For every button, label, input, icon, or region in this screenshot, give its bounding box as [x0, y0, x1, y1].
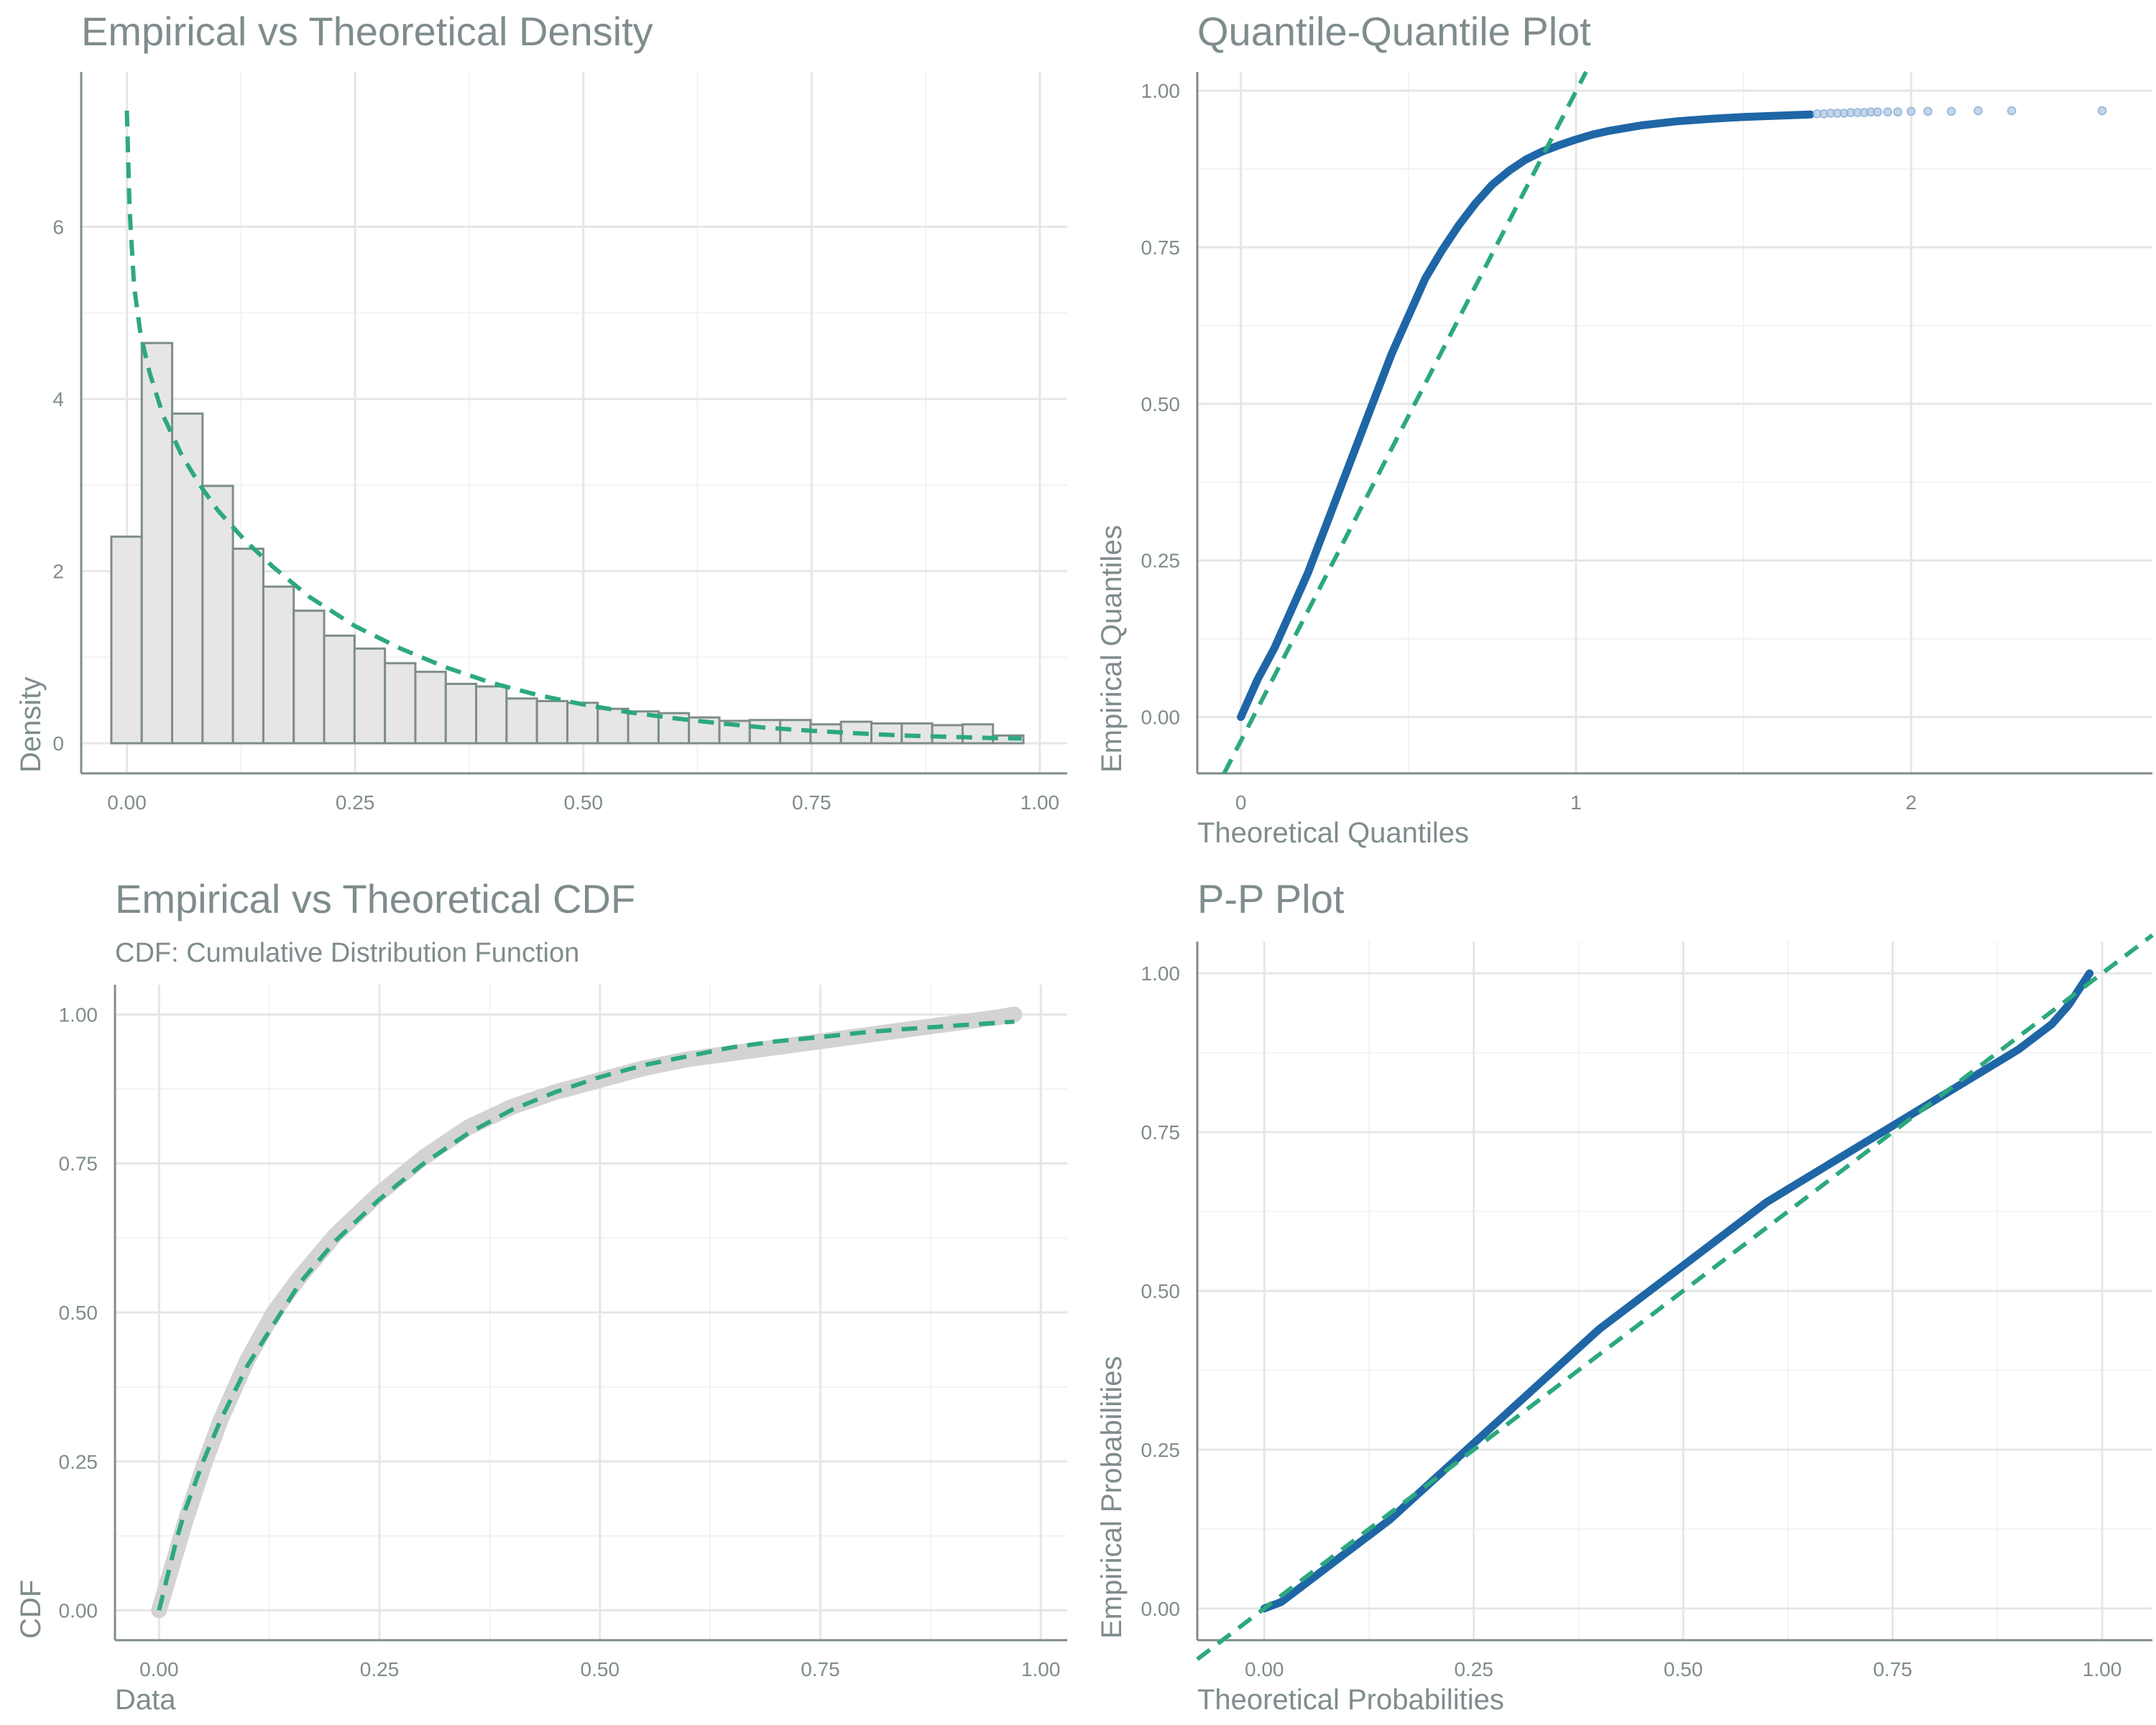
density-plot-area: 0.00 0.25 0.50 0.75 1.00 0 2 4 6 [52, 72, 1067, 814]
cdf-panel: Empirical vs Theoretical CDF CDF: Cumula… [15, 876, 1067, 1716]
density-panel: Empirical vs Theoretical Density 0.00 0.2… [15, 9, 1067, 814]
pp-ylabel: Empirical Probabilities [1096, 1356, 1128, 1639]
y-tick-label: 0.50 [1141, 1280, 1181, 1302]
quantile-point [1973, 106, 1983, 116]
y-tick-label: 4 [52, 388, 64, 410]
quantile-point [2097, 106, 2107, 116]
quantile-point [1923, 106, 1932, 116]
y-tick-label: 1.00 [1141, 80, 1181, 102]
histogram-bar [475, 685, 508, 745]
theoretical-cdf-line [157, 1019, 1015, 1611]
x-tick-label: 0.75 [801, 1658, 840, 1680]
quantile-point [1893, 107, 1902, 117]
histogram-bar [961, 723, 995, 745]
y-tick-label: 0.00 [1141, 1598, 1181, 1620]
qq-plot-area: 0 1 2 0.00 0.25 0.50 0.75 1.00 [1141, 70, 2152, 814]
histogram-bar [414, 671, 447, 745]
histogram-bar [596, 707, 630, 745]
y-tick-label: 0.50 [59, 1302, 98, 1324]
qq-title: Quantile-Quantile Plot [1197, 9, 1591, 54]
reference-line [1222, 70, 1588, 775]
x-tick-label: 0.00 [1245, 1658, 1284, 1680]
y-tick-label: 0.25 [1141, 550, 1181, 572]
qq-panel: Quantile-Quantile Plot 0 1 2 0.00 0.25 0.50 0.… [1096, 9, 2152, 849]
histogram-bar [444, 682, 478, 745]
reference-line [1196, 933, 2154, 1661]
x-tick-label: 0.00 [139, 1658, 179, 1680]
histogram-bar [931, 724, 964, 745]
cdf-xlabel: Data [115, 1684, 176, 1716]
histogram-bar [900, 722, 934, 745]
x-tick-label: 1.00 [1021, 791, 1060, 814]
histogram-bar [231, 547, 264, 745]
density-title: Empirical vs Theoretical Density [81, 9, 653, 54]
x-tick-label: 0.50 [1664, 1658, 1703, 1680]
qq-xlabel: Theoretical Quantiles [1197, 817, 1469, 849]
cdf-subtitle: CDF: Cumulative Distribution Function [115, 938, 579, 968]
theoretical-density-line [124, 110, 1022, 741]
quantile-point [2007, 106, 2017, 116]
histogram-bar [262, 585, 295, 745]
x-tick-label: 0.25 [336, 791, 375, 814]
histogram-bar [201, 484, 234, 745]
x-tick-label: 0.00 [107, 791, 147, 814]
empirical-probability-curve [1260, 969, 2094, 1613]
x-tick-label: 2 [1905, 791, 1917, 814]
x-tick-label: 0 [1235, 791, 1247, 814]
y-tick-label: 2 [52, 561, 64, 583]
pp-plot-area: 0.00 0.25 0.50 0.75 1.00 0.00 0.25 0.50 0.75 1.00 [1141, 933, 2154, 1680]
qq-ylabel: Empirical Quantiles [1096, 525, 1128, 773]
quantile-point [1873, 107, 1882, 117]
density-ylabel: Density [15, 677, 47, 773]
y-tick-label: 0.25 [59, 1450, 98, 1473]
x-tick-label: 0.25 [360, 1658, 400, 1680]
histogram-bar [292, 610, 326, 745]
histogram-bar [566, 702, 599, 745]
quantile-point [1946, 106, 1956, 116]
pp-title: P-P Plot [1197, 876, 1345, 921]
pp-panel: P-P Plot 0.00 0.25 0.50 0.75 1.00 0.00 0.25 0.5… [1096, 876, 2154, 1716]
x-tick-label: 0.50 [563, 791, 603, 814]
quantile-point [1907, 106, 1916, 116]
histogram-bar [505, 697, 538, 745]
y-tick-label: 0.75 [59, 1153, 98, 1175]
histogram-bar [384, 662, 417, 745]
histogram-bar [323, 634, 356, 745]
histogram-bar [353, 647, 387, 745]
cdf-plot-area: 0.00 0.25 0.50 0.75 1.00 0.00 0.25 0.50 0.75 1.00 [59, 985, 1067, 1680]
y-tick-label: 1.00 [59, 1003, 98, 1026]
x-tick-label: 1 [1570, 791, 1582, 814]
y-tick-label: 1.00 [1141, 962, 1181, 985]
cdf-ylabel: CDF [15, 1580, 47, 1639]
x-tick-label: 0.25 [1454, 1658, 1493, 1680]
x-tick-label: 0.50 [581, 1658, 620, 1680]
histogram-bar [748, 719, 782, 745]
y-tick-label: 0.25 [1141, 1439, 1181, 1461]
y-tick-label: 0.00 [59, 1600, 98, 1622]
y-tick-label: 0.00 [1141, 707, 1181, 729]
histogram-bar [110, 535, 143, 745]
x-tick-label: 1.00 [2083, 1658, 2122, 1680]
y-tick-label: 0.75 [1141, 236, 1181, 259]
x-tick-label: 0.75 [792, 791, 831, 814]
y-tick-label: 0.50 [1141, 393, 1181, 415]
y-tick-label: 0.75 [1141, 1121, 1181, 1144]
cdf-title: Empirical vs Theoretical CDF [115, 876, 635, 921]
quantile-point [1883, 107, 1892, 117]
y-tick-label: 0 [52, 732, 64, 755]
x-tick-label: 0.75 [1873, 1658, 1912, 1680]
empirical-quantile-curve [1237, 110, 1815, 722]
pp-xlabel: Theoretical Probabilities [1197, 1684, 1504, 1716]
x-tick-label: 1.00 [1021, 1658, 1061, 1680]
histogram-bar [535, 699, 568, 745]
histogram-bar [171, 412, 204, 745]
y-tick-label: 6 [52, 216, 64, 239]
